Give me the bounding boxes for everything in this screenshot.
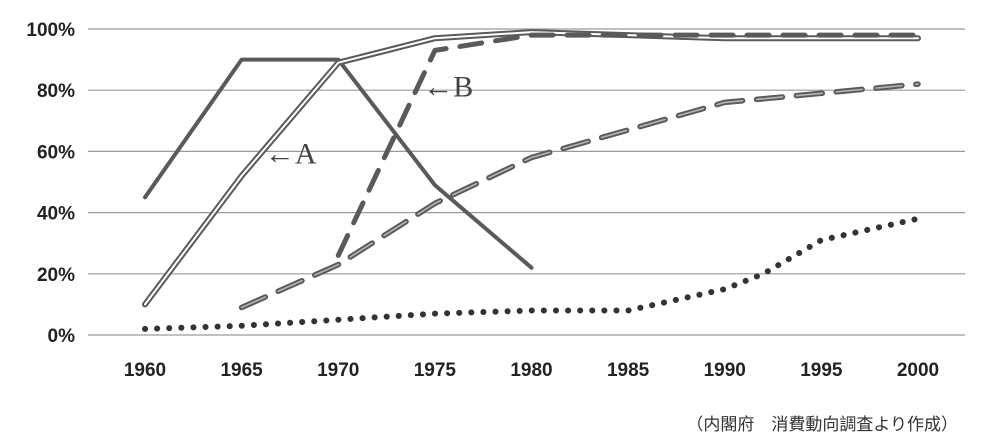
series-4-dashed-light-line-inner bbox=[240, 83, 919, 309]
y-tick-label: 40% bbox=[37, 204, 75, 225]
series-1-solid-line bbox=[143, 57, 534, 270]
y-tick-label: 100% bbox=[26, 20, 75, 41]
series-5-dotted-line bbox=[142, 215, 921, 332]
x-tick-label: 1975 bbox=[414, 360, 457, 381]
x-tick-label: 1980 bbox=[510, 360, 552, 381]
annotation-label-1: ←A bbox=[265, 138, 317, 171]
x-tick-label: 1985 bbox=[607, 360, 650, 381]
x-tick-label: 1995 bbox=[800, 360, 843, 381]
x-tick-label: 1965 bbox=[220, 360, 263, 381]
series-2-double-line-inner bbox=[144, 31, 919, 306]
line-chart: 0% 20% 40% 60% 80% 100% 1960 1965 1970 1975 1980 19… bbox=[26, 20, 965, 381]
annotation-label-2: ←B bbox=[423, 70, 473, 103]
x-tick-label: 1960 bbox=[124, 360, 166, 381]
y-tick-label: 60% bbox=[37, 142, 75, 163]
y-tick-label: 20% bbox=[37, 265, 75, 286]
series-2-double-line bbox=[142, 29, 921, 308]
x-tick-label: 1970 bbox=[317, 360, 359, 381]
series-3-dashed-bold-line bbox=[335, 32, 921, 258]
x-tick-label: 1990 bbox=[704, 360, 746, 381]
y-tick-label: 80% bbox=[37, 81, 75, 102]
x-tick-label: 2000 bbox=[897, 360, 939, 381]
source-note: （内閣府 消費動向調査より作成） bbox=[686, 415, 958, 435]
y-tick-label: 0% bbox=[48, 326, 76, 347]
